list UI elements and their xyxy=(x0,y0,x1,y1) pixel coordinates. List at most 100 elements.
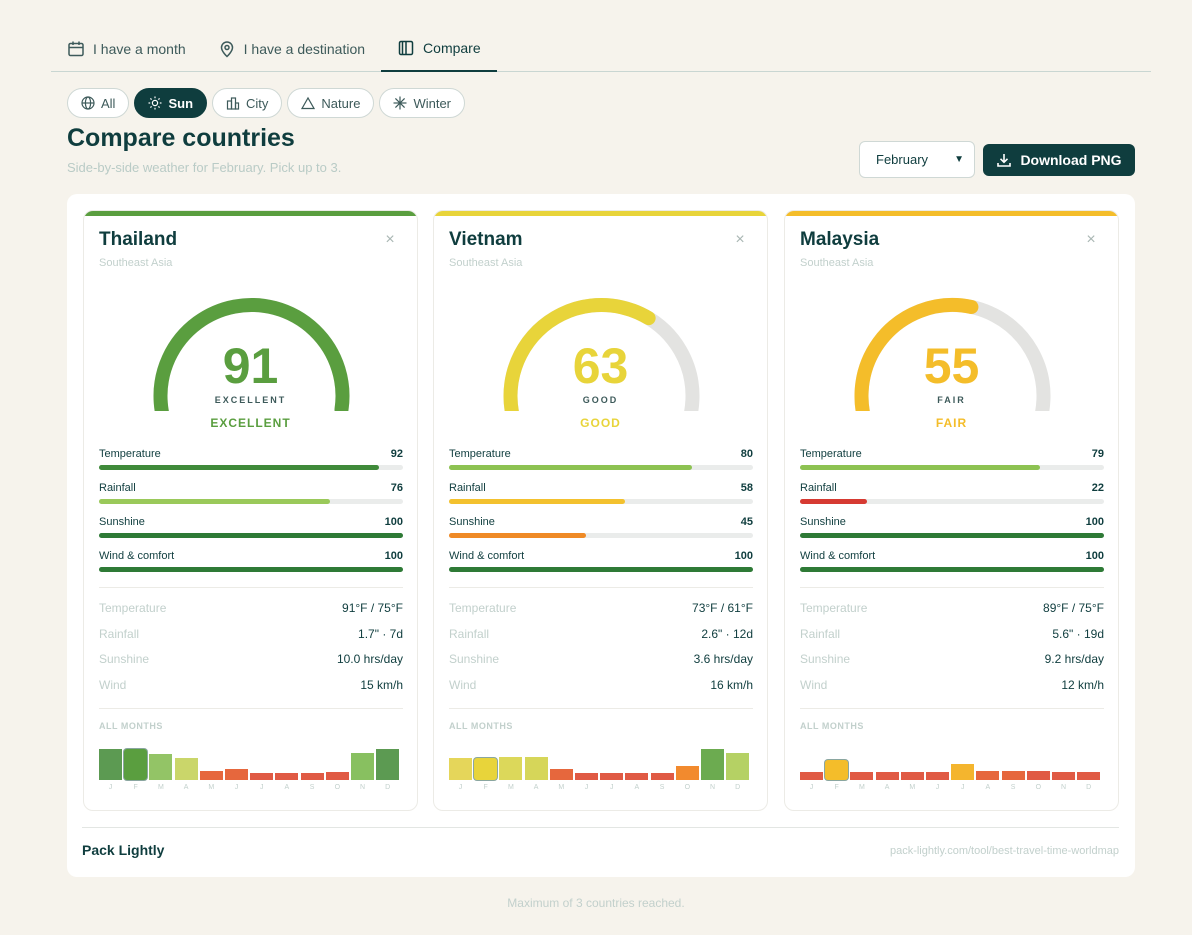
remove-country-close-icon[interactable]: × xyxy=(385,231,395,248)
month-bar[interactable] xyxy=(250,773,274,780)
month-bar[interactable] xyxy=(225,769,248,780)
month-bar[interactable] xyxy=(625,773,649,780)
filter-winter[interactable]: Winter xyxy=(379,88,465,118)
month-label: D xyxy=(1086,784,1092,791)
month-label: A xyxy=(985,784,991,791)
score-rating-label: FAIR xyxy=(937,395,966,405)
country-name: Thailand xyxy=(99,229,178,250)
filter-label: Nature xyxy=(321,95,361,111)
filter-label: City xyxy=(246,95,269,111)
month-label: N xyxy=(359,784,366,791)
remove-country-close-icon[interactable]: × xyxy=(1086,231,1096,248)
month-bar[interactable] xyxy=(575,773,598,780)
month-label: S xyxy=(1010,784,1016,791)
snowflake-icon xyxy=(393,96,407,110)
all-months-label: ALL MONTHS xyxy=(99,721,163,731)
month-bar[interactable] xyxy=(474,758,498,780)
month-bar[interactable] xyxy=(951,764,975,780)
filter-all[interactable]: All xyxy=(67,88,130,118)
metric-track xyxy=(99,533,403,538)
month-bar[interactable] xyxy=(600,773,624,780)
tab-compare[interactable]: Compare xyxy=(381,26,497,72)
month-bar[interactable] xyxy=(524,757,548,780)
month-label: J xyxy=(935,784,940,791)
stat-row: Wind 15 km/h xyxy=(99,678,403,696)
metric-fill xyxy=(449,533,586,538)
month-select[interactable]: February ▼ xyxy=(859,141,975,178)
month-label: O xyxy=(1035,784,1042,791)
month-bar[interactable] xyxy=(976,771,1000,780)
month-bar[interactable] xyxy=(449,758,472,780)
page-subtitle: Side-by-side weather for February. Pick … xyxy=(67,160,342,175)
month-bar[interactable] xyxy=(1052,772,1075,780)
remove-country-close-icon[interactable]: × xyxy=(735,231,745,248)
footer-url: pack-lightly.com/tool/best-travel-time-w… xyxy=(889,845,1119,857)
month-bar[interactable] xyxy=(1001,771,1025,780)
calendar-icon xyxy=(68,41,84,56)
score-value: 63 xyxy=(572,338,629,394)
month-bar[interactable] xyxy=(376,749,400,780)
mountain-icon xyxy=(301,96,316,110)
month-bar[interactable] xyxy=(926,772,949,780)
city-icon xyxy=(226,97,240,110)
stat-row: Sunshine 10.0 hrs/day xyxy=(99,652,403,670)
month-bar[interactable] xyxy=(149,754,173,780)
filter-nature[interactable]: Nature xyxy=(287,88,375,118)
card-accent-bar xyxy=(434,211,767,216)
stat-value: 91°F / 75°F xyxy=(342,601,403,615)
metric-fill xyxy=(800,567,1104,572)
all-months-label: ALL MONTHS xyxy=(800,721,864,731)
metric-track xyxy=(800,465,1104,470)
metric-value: 100 xyxy=(384,550,403,562)
category-filters: All Sun City Nature Winter xyxy=(67,88,465,118)
month-bar[interactable] xyxy=(900,772,924,780)
gauge-value-arc xyxy=(854,298,979,411)
month-bar[interactable] xyxy=(1077,772,1101,780)
month-bar[interactable] xyxy=(850,772,874,780)
month-bar[interactable] xyxy=(701,749,724,780)
download-png-button[interactable]: Download PNG xyxy=(983,144,1135,176)
month-bar[interactable] xyxy=(549,769,573,780)
tab-label: I have a month xyxy=(93,40,186,57)
month-bar[interactable] xyxy=(124,749,148,780)
tab-i-have-a-destination[interactable]: I have a destination xyxy=(202,26,381,71)
month-bar[interactable] xyxy=(99,749,122,780)
month-label: J xyxy=(809,784,814,791)
stat-row: Temperature 89°F / 75°F xyxy=(800,601,1104,619)
month-bar[interactable] xyxy=(675,766,699,780)
month-bar[interactable] xyxy=(650,773,674,780)
month-bar[interactable] xyxy=(351,753,374,780)
stat-value: 16 km/h xyxy=(710,678,753,692)
month-label: M xyxy=(157,784,164,791)
download-label: Download PNG xyxy=(1020,152,1122,168)
tab-i-have-a-month[interactable]: I have a month xyxy=(51,26,202,71)
footer-divider xyxy=(82,827,1119,828)
month-bars xyxy=(99,738,403,780)
month-bar[interactable] xyxy=(726,753,750,780)
month-bar[interactable] xyxy=(499,757,523,780)
footer-brand: Pack Lightly xyxy=(82,842,165,858)
metric-track xyxy=(99,465,403,470)
month-bar[interactable] xyxy=(1026,771,1050,780)
metric-value: 79 xyxy=(1091,448,1104,460)
filter-city[interactable]: City xyxy=(212,88,283,118)
metric-track xyxy=(800,567,1104,572)
month-bar[interactable] xyxy=(875,772,899,780)
metric-label: Wind & comfort xyxy=(449,550,525,562)
metric-track xyxy=(449,533,753,538)
month-bar[interactable] xyxy=(825,760,849,780)
month-label: N xyxy=(1060,784,1067,791)
month-bar[interactable] xyxy=(275,773,299,780)
month-bar[interactable] xyxy=(199,771,223,780)
stat-row: Temperature 73°F / 61°F xyxy=(449,601,753,619)
month-bars xyxy=(800,738,1104,780)
month-label: J xyxy=(609,784,614,791)
month-bar[interactable] xyxy=(300,773,324,780)
month-bar[interactable] xyxy=(325,772,349,780)
stat-row: Rainfall 2.6" · 12d xyxy=(449,627,753,645)
month-bar[interactable] xyxy=(174,758,198,780)
filter-sun[interactable]: Sun xyxy=(134,88,208,118)
metric-value: 100 xyxy=(1085,516,1104,528)
month-bar[interactable] xyxy=(800,772,823,780)
country-card: Thailand Southeast Asia × 91 EXCELLENT EXCEL… xyxy=(83,210,418,811)
